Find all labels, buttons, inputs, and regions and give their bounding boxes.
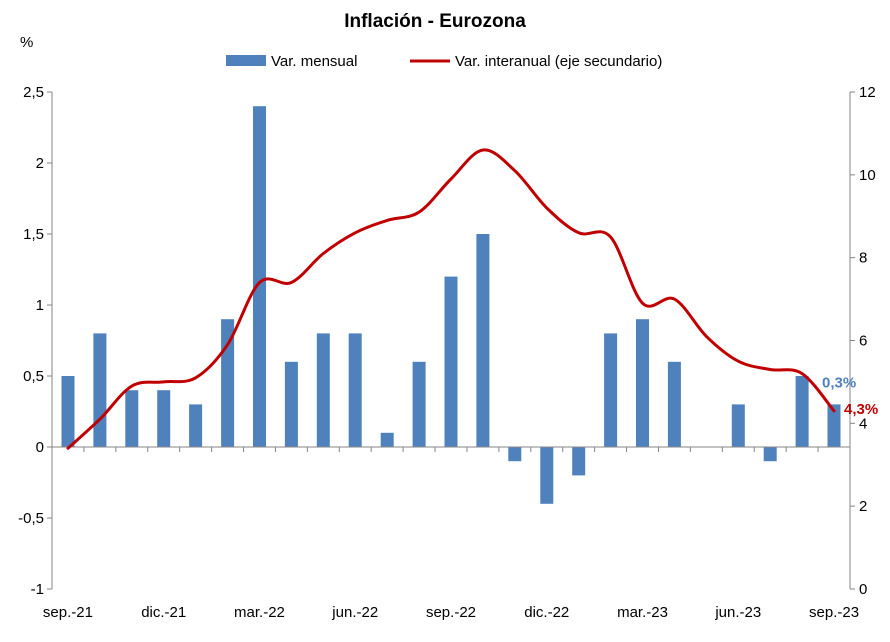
- bar-jul.-22: [380, 432, 394, 447]
- bar-abr.-23: [667, 361, 681, 447]
- bar-abr.-22: [284, 361, 298, 447]
- x-tick-label: mar.-23: [617, 604, 668, 621]
- bar-sep.-23: [827, 404, 841, 447]
- x-tick-label: jun.-22: [331, 604, 378, 621]
- y-tick-label: 2: [36, 155, 44, 172]
- y-tick-label: -0,5: [18, 510, 44, 527]
- y2-tick-label: 10: [859, 167, 876, 184]
- y-tick-label: 0: [36, 439, 44, 456]
- bar-ago.-23: [795, 376, 809, 447]
- y-axis-unit-label: %: [20, 34, 33, 51]
- bar-jul.-23: [763, 447, 777, 462]
- bar-dic.-22: [540, 447, 554, 504]
- x-tick-label: mar.-22: [234, 604, 285, 621]
- bar-nov.-22: [508, 447, 522, 462]
- bar-may.-22: [316, 333, 330, 447]
- x-tick-label: jun.-23: [714, 604, 761, 621]
- bar-dic.-21: [157, 390, 171, 447]
- y-tick-label: 2,5: [23, 84, 44, 101]
- bar-oct.-22: [476, 234, 490, 447]
- annotation-last-monthly: 0,3%: [822, 374, 856, 391]
- y2-tick-label: 6: [859, 333, 867, 350]
- bar-sep.-22: [444, 276, 458, 447]
- legend-label-monthly: Var. mensual: [271, 53, 357, 70]
- y2-tick-label: 4: [859, 415, 867, 432]
- y-tick-label: -1: [31, 581, 44, 598]
- y-tick-label: 1,5: [23, 226, 44, 243]
- line-series-yearly: [66, 148, 836, 450]
- y2-tick-label: 0: [859, 581, 867, 598]
- bar-mar.-23: [636, 319, 649, 447]
- bar-jun.-23: [731, 404, 745, 447]
- bar-ene.-22: [189, 404, 203, 447]
- legend: Var. mensual Var. interanual (eje secund…: [226, 53, 662, 70]
- bar-ago.-22: [412, 361, 426, 447]
- legend-swatch-monthly: [226, 55, 266, 66]
- y2-tick-label: 12: [859, 84, 876, 101]
- bar-feb.-23: [604, 333, 618, 447]
- bar-sep.-21: [61, 376, 75, 447]
- x-tick-label: dic.-21: [141, 604, 186, 621]
- bar-jun.-22: [348, 333, 362, 447]
- x-tick-label: dic.-22: [524, 604, 569, 621]
- y2-tick-label: 2: [859, 498, 867, 515]
- y-tick-label: 1: [36, 297, 44, 314]
- bar-oct.-21: [93, 333, 107, 447]
- bar-nov.-21: [125, 390, 139, 447]
- bar-ene.-23: [572, 447, 586, 476]
- bar-mar.-22: [253, 106, 266, 447]
- annotation-last-yearly: 4,3%: [844, 401, 878, 418]
- plot-area: 2,5 2 1,5 1 0,5 0 -0,5 -1 12 10 8 6 4 2 0 sep.-21 dic.-2…: [18, 84, 878, 621]
- legend-label-yearly: Var. interanual (eje secundario): [455, 53, 662, 70]
- y-tick-label: 0,5: [23, 368, 44, 385]
- x-tick-label: sep.-22: [426, 604, 476, 621]
- y2-tick-label: 8: [859, 250, 867, 267]
- x-tick-label: sep.-21: [43, 604, 93, 621]
- chart-title: Inflación - Eurozona: [344, 11, 526, 32]
- x-tick-label: sep.-23: [809, 604, 859, 621]
